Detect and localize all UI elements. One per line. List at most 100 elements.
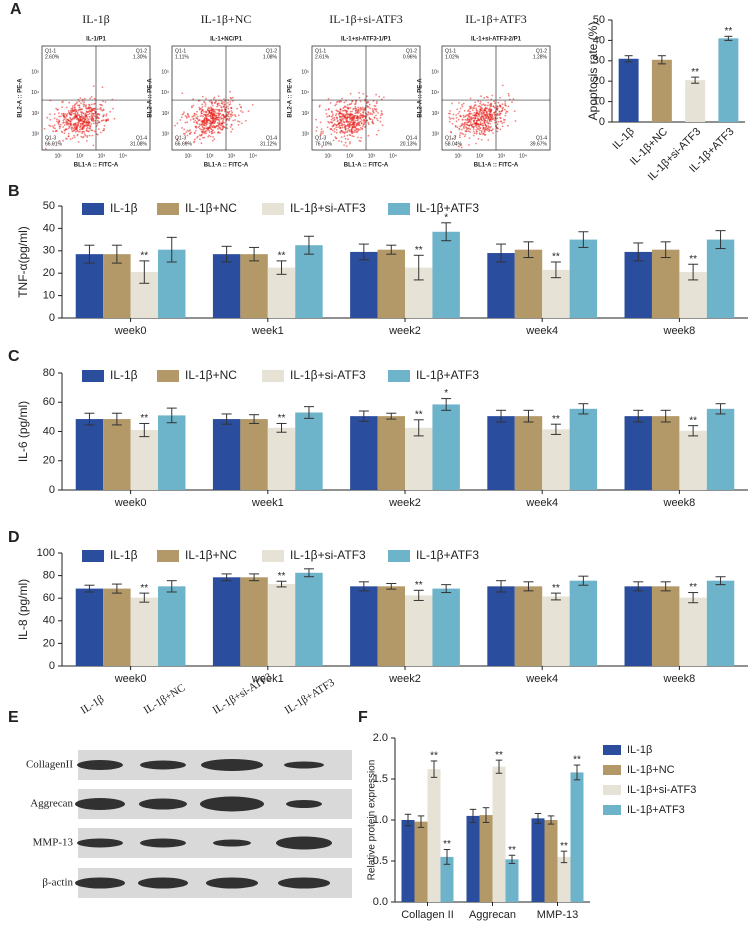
event-dot [349,110,352,113]
event-dot [216,124,219,127]
y-axis-label: TNF-α(pg/ml) [16,226,30,298]
event-dot [472,117,475,119]
event-dot [456,108,459,111]
event-dot [204,122,207,125]
event-dot [461,103,463,106]
event-dot [204,127,207,130]
bar [405,595,433,666]
event-dot [379,117,382,119]
quadrant-name: Q1-4 [266,135,277,141]
event-dot [200,114,203,117]
legend-swatch [603,765,621,775]
blot-band [75,877,125,889]
event-dot [505,104,507,107]
event-dot [487,116,490,118]
event-dot [87,130,89,133]
event-dot [507,92,510,95]
x-tick-label: 10⁴ [249,153,257,159]
event-dot [475,113,477,116]
event-dot [467,121,470,123]
event-dot [63,115,66,117]
event-dot [375,93,377,96]
event-dot [230,106,233,109]
event-dot [491,115,494,117]
event-dot [380,110,383,113]
event-dot [484,128,487,131]
event-dot [89,97,91,100]
event-dot [506,110,509,113]
significance-marker: ** [278,413,286,424]
event-dot [499,105,502,108]
event-dot [213,138,216,141]
event-dot [504,100,507,103]
quadrant-name: Q1-2 [266,48,277,54]
event-dot [356,109,359,112]
event-dot [499,128,502,131]
event-dot [368,103,371,106]
quadrant-name: Q1-3 [175,135,186,141]
event-dot [472,134,475,137]
event-dot [217,95,220,97]
event-dot [46,137,49,140]
event-dot [180,116,183,119]
legend-swatch [388,550,410,562]
event-dot [70,127,73,129]
event-dot [90,118,92,120]
x-tick-label: Collagen II [401,909,454,921]
x-tick-label: week2 [388,325,421,337]
event-dot [208,134,211,137]
event-dot [89,106,91,109]
event-dot [206,109,209,111]
event-dot [463,135,466,138]
event-dot [205,125,207,127]
event-dot [477,118,480,120]
event-dot [84,97,86,100]
event-dot [479,108,481,111]
event-dot [208,131,211,133]
event-dot [89,127,91,130]
bar [267,584,296,666]
event-dot [343,132,346,135]
event-dot [462,102,465,105]
event-dot [479,127,482,129]
event-dot [489,111,492,113]
y-tick-label: 40 [43,222,55,234]
event-dot [487,125,490,128]
bar [350,251,378,318]
event-dot [459,115,462,117]
event-dot [480,113,483,116]
event-dot [197,126,200,129]
event-dot [358,139,361,142]
event-dot [474,122,477,124]
event-dot [353,117,356,120]
event-dot [454,124,457,127]
event-dot [487,122,490,125]
event-dot [88,134,91,137]
event-dot [469,112,471,115]
bar [569,580,598,666]
event-dot [218,127,221,129]
event-dot [76,101,78,103]
event-dot [477,123,479,125]
event-dot [107,119,110,122]
group-title: IL-1β+ATF3 [465,12,527,26]
event-dot [448,120,451,123]
event-dot [44,148,47,150]
panel-label: C [8,348,20,365]
event-dot [477,128,480,131]
event-dot [514,120,517,122]
event-dot [360,136,362,139]
event-dot [355,127,358,130]
event-dot [483,111,485,114]
event-dot [344,141,347,144]
event-dot [490,105,493,107]
event-dot [194,132,196,135]
event-dot [470,116,473,119]
quadrant-percent: 39.67% [530,141,548,147]
event-dot [375,110,378,113]
event-dot [459,144,462,147]
y-tick-label: 20 [593,75,605,87]
event-dot [335,116,338,119]
event-dot [211,104,214,107]
bar [706,580,735,666]
